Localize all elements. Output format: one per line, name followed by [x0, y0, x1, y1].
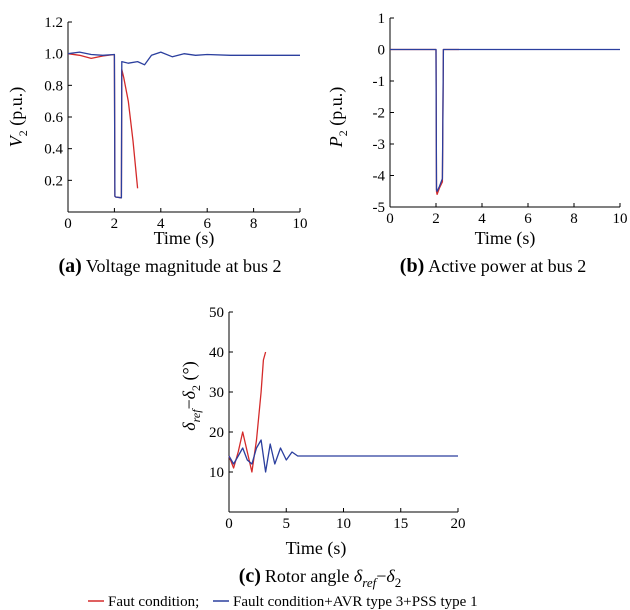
panel-a-series-fault-avr-pss-line — [67, 51, 300, 199]
panel-c-y-tick-label: 30 — [209, 385, 224, 401]
panel-a-x-label: Time (s) — [154, 228, 215, 249]
panel-c-x-label: Time (s) — [286, 538, 347, 559]
panel-b-y-tick-label: 0 — [378, 43, 386, 59]
panel-a-x-tick-label: 10 — [293, 216, 308, 232]
panel-a-y-label: V2 (p.u.) — [6, 87, 30, 148]
panel-b-x-tick-label: 2 — [432, 211, 440, 227]
panel-c-series-fault-line — [228, 351, 267, 473]
panel-b-x-tick-label: 8 — [570, 211, 578, 227]
panel-b-x-tick-label: 4 — [478, 211, 486, 227]
panel-a-y-tick-label: 0.6 — [44, 110, 63, 126]
panel-b-y-tick-label: -3 — [373, 137, 386, 153]
legend-label-fault: Faut condition; — [108, 594, 199, 610]
panel-c-axes: 0 5 10 15 20 10 20 30 40 50 — [209, 305, 466, 532]
panel-b-series-fault-avr-pss-line — [390, 48, 620, 192]
panel-b-series — [390, 48, 620, 196]
legend: Faut condition; Fault condition+AVR type… — [88, 594, 478, 610]
panel-b-caption: (b) Active power at bus 2 — [400, 255, 586, 277]
panel-c-caption: (c) Rotor angle δref−δ2 — [239, 565, 402, 590]
panel-a-x-tick-label: 6 — [203, 216, 211, 232]
panel-c-y-tick-label: 50 — [209, 305, 224, 321]
panel-a-y-tick-label: 1.2 — [44, 15, 63, 31]
panel-a-series-fault-line — [67, 53, 139, 199]
panel-c-x-tick-label: 20 — [451, 516, 466, 532]
panel-c-series-fault-avr-pss-line — [228, 439, 458, 473]
panel-c-x-tick-label: 0 — [225, 516, 233, 532]
panel-a-x-tick-label: 4 — [157, 216, 165, 232]
panel-a-series — [67, 51, 300, 199]
panel-a-voltage: 0 2 4 6 8 10 0.2 0.4 0.6 0.8 1.0 1.2 V2 (p.u.) Time… — [6, 15, 308, 277]
panel-c-x-tick-label: 15 — [393, 516, 408, 532]
panel-b-y-tick-label: -4 — [373, 169, 386, 185]
panel-c-x-tick-label: 5 — [283, 516, 291, 532]
panel-c-y-label: δref−δ2 (°) — [179, 361, 203, 430]
panel-a-x-tick-label: 2 — [111, 216, 119, 232]
panel-b-y-tick-label: -2 — [373, 106, 386, 122]
panel-b-y-tick-label: -5 — [373, 200, 386, 216]
panel-b-series-fault-line — [390, 48, 459, 196]
panel-a-y-tick-label: 0.4 — [44, 142, 63, 158]
panel-c-y-tick-label: 20 — [209, 425, 224, 441]
panel-b-y-label: P2 (p.u.) — [326, 87, 350, 149]
panel-b-y-tick-label: -1 — [373, 74, 386, 90]
panel-a-caption: (a) Voltage magnitude at bus 2 — [59, 255, 282, 277]
panel-c-x-tick-label: 10 — [336, 516, 351, 532]
legend-label-fault-avr-pss: Fault condition+AVR type 3+PSS type 1 — [233, 594, 478, 610]
panel-a-x-tick-label: 8 — [250, 216, 258, 232]
panel-b-x-tick-label: 6 — [524, 211, 532, 227]
panel-b-axes: 0 2 4 6 8 10 -5 -4 -3 -2 -1 0 1 — [373, 11, 628, 227]
panel-b-y-tick-label: 1 — [378, 11, 386, 27]
panel-a-axes: 0 2 4 6 8 10 0.2 0.4 0.6 0.8 1.0 1.2 — [44, 15, 307, 232]
panel-a-y-tick-label: 0.8 — [44, 78, 63, 94]
panel-c-y-tick-label: 10 — [209, 465, 224, 481]
panel-c-series — [228, 351, 458, 473]
panel-b-x-tick-label: 10 — [613, 211, 628, 227]
panel-b-active-power: 0 2 4 6 8 10 -5 -4 -3 -2 -1 0 1 P2 (p.u.) Time (s) (… — [326, 11, 628, 277]
panel-b-x-tick-label: 0 — [386, 211, 394, 227]
panel-a-y-tick-label: 0.2 — [44, 173, 63, 189]
panel-b-x-label: Time (s) — [475, 228, 536, 249]
panel-a-x-tick-label: 0 — [64, 216, 72, 232]
panel-c-y-tick-label: 40 — [209, 345, 224, 361]
panel-a-y-tick-label: 1.0 — [44, 47, 63, 63]
